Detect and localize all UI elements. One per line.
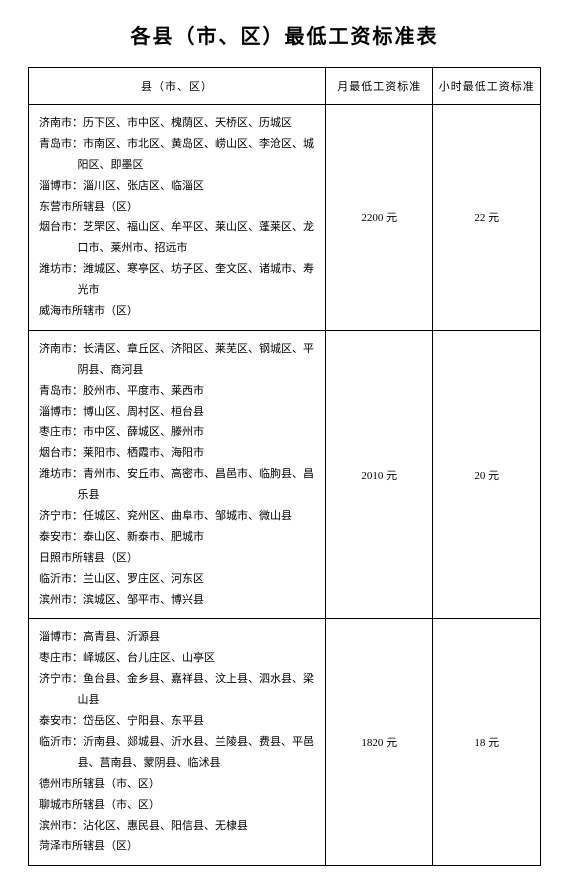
region-entry: 淄博市：淄川区、张店区、临淄区 (39, 176, 315, 197)
region-entry: 菏泽市所辖县（区） (39, 836, 315, 857)
region-entry: 青岛市：胶州市、平度市、莱西市 (39, 381, 315, 402)
region-entry: 济南市：历下区、市中区、槐荫区、天桥区、历城区 (39, 113, 315, 134)
region-entry: 青岛市：市南区、市北区、黄岛区、崂山区、李沧区、城阳区、即墨区 (39, 134, 315, 176)
region-entry: 聊城市所辖县（市、区） (39, 795, 315, 816)
wage-standard-table: 县（市、区） 月最低工资标准 小时最低工资标准 济南市：历下区、市中区、槐荫区、… (28, 67, 541, 866)
region-entry: 东营市所辖县（区） (39, 197, 315, 218)
region-entry: 济宁市：任城区、兖州区、曲阜市、邹城市、微山县 (39, 506, 315, 527)
table-row: 济南市：长清区、章丘区、济阳区、莱芜区、钢城区、平阴县、商河县青岛市：胶州市、平… (29, 330, 541, 619)
region-entry: 泰安市：岱岳区、宁阳县、东平县 (39, 711, 315, 732)
header-region: 县（市、区） (29, 68, 326, 105)
monthly-value: 2010 元 (325, 330, 433, 619)
region-entry: 枣庄市：市中区、薛城区、滕州市 (39, 422, 315, 443)
region-entry: 烟台市：莱阳市、栖霞市、海阳市 (39, 443, 315, 464)
region-entry: 淄博市：高青县、沂源县 (39, 627, 315, 648)
region-entry: 临沂市：兰山区、罗庄区、河东区 (39, 569, 315, 590)
hourly-value: 22 元 (433, 105, 541, 331)
hourly-value: 20 元 (433, 330, 541, 619)
region-entry: 德州市所辖县（市、区） (39, 774, 315, 795)
hourly-value: 18 元 (433, 619, 541, 866)
region-entry: 滨州市：滨城区、邹平市、博兴县 (39, 590, 315, 611)
header-monthly: 月最低工资标准 (325, 68, 433, 105)
region-entry: 威海市所辖市（区） (39, 301, 315, 322)
page-title: 各县（市、区）最低工资标准表 (28, 20, 541, 49)
region-cell: 济南市：长清区、章丘区、济阳区、莱芜区、钢城区、平阴县、商河县青岛市：胶州市、平… (29, 330, 326, 619)
region-entry: 日照市所辖县（区） (39, 548, 315, 569)
region-entry: 济南市：长清区、章丘区、济阳区、莱芜区、钢城区、平阴县、商河县 (39, 339, 315, 381)
region-entry: 临沂市：沂南县、郯城县、沂水县、兰陵县、费县、平邑县、莒南县、蒙阴县、临沭县 (39, 732, 315, 774)
region-entry: 枣庄市：峄城区、台儿庄区、山亭区 (39, 648, 315, 669)
region-entry: 烟台市：芝罘区、福山区、牟平区、莱山区、蓬莱区、龙口市、莱州市、招远市 (39, 217, 315, 259)
region-entry: 滨州市：沾化区、惠民县、阳信县、无棣县 (39, 816, 315, 837)
table-header-row: 县（市、区） 月最低工资标准 小时最低工资标准 (29, 68, 541, 105)
monthly-value: 1820 元 (325, 619, 433, 866)
table-row: 济南市：历下区、市中区、槐荫区、天桥区、历城区青岛市：市南区、市北区、黄岛区、崂… (29, 105, 541, 331)
region-entry: 淄博市：博山区、周村区、桓台县 (39, 402, 315, 423)
region-cell: 济南市：历下区、市中区、槐荫区、天桥区、历城区青岛市：市南区、市北区、黄岛区、崂… (29, 105, 326, 331)
region-entry: 潍坊市：潍城区、寒亭区、坊子区、奎文区、诸城市、寿光市 (39, 259, 315, 301)
region-entry: 济宁市：鱼台县、金乡县、嘉祥县、汶上县、泗水县、梁山县 (39, 669, 315, 711)
region-entry: 泰安市：泰山区、新泰市、肥城市 (39, 527, 315, 548)
region-entry: 潍坊市：青州市、安丘市、高密市、昌邑市、临朐县、昌乐县 (39, 464, 315, 506)
monthly-value: 2200 元 (325, 105, 433, 331)
header-hourly: 小时最低工资标准 (433, 68, 541, 105)
region-cell: 淄博市：高青县、沂源县枣庄市：峄城区、台儿庄区、山亭区济宁市：鱼台县、金乡县、嘉… (29, 619, 326, 866)
table-row: 淄博市：高青县、沂源县枣庄市：峄城区、台儿庄区、山亭区济宁市：鱼台县、金乡县、嘉… (29, 619, 541, 866)
